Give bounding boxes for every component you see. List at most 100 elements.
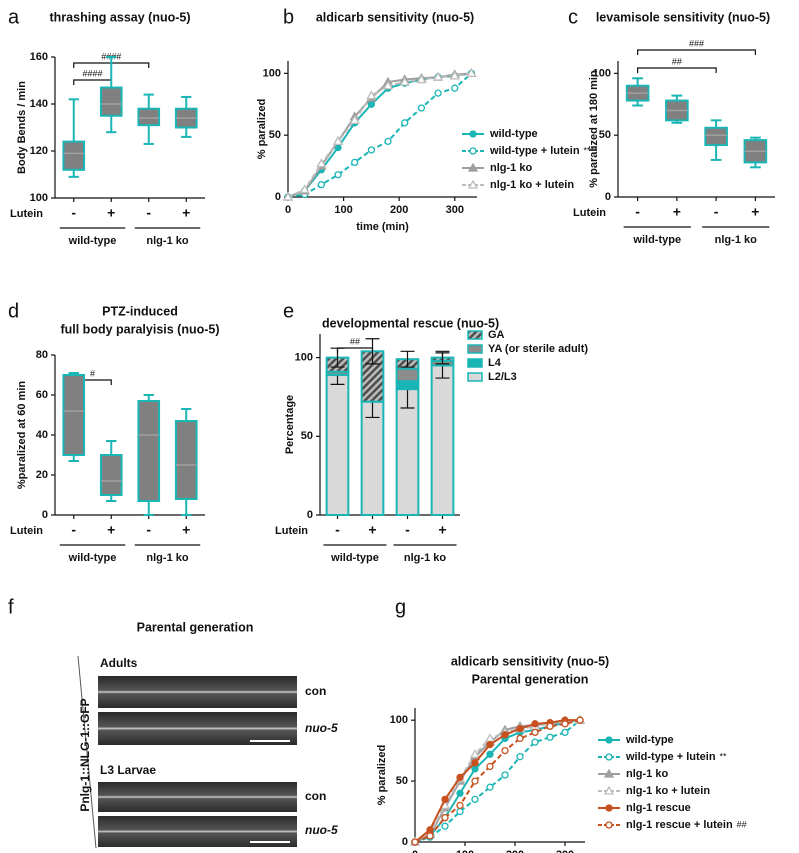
legend-label: wild-type + lutein (625, 751, 716, 763)
row-label: nuo-5 (305, 823, 338, 837)
group-label: nlg-1 ko (404, 552, 446, 564)
legend-swatch (467, 358, 483, 368)
marker (469, 147, 477, 155)
y-tick-label: 40 (36, 429, 48, 441)
box (704, 126, 728, 147)
x-axis-label: time (min) (356, 221, 409, 233)
x-tick-label: 300 (446, 204, 464, 216)
y-tick-label: 50 (396, 775, 408, 787)
marker (366, 90, 377, 100)
error-bar (365, 338, 380, 365)
chart-title: Parental generation (472, 672, 589, 686)
legend-note: ** (720, 751, 728, 761)
panel-letter: b (283, 6, 294, 28)
box (137, 400, 161, 502)
y-axis-label: %paralized at 60 min (16, 381, 28, 489)
marker (486, 783, 494, 791)
marker (282, 191, 294, 201)
y-tick-label: 0 (275, 191, 281, 203)
legend-label: nlg-1 ko + lutein (626, 785, 710, 797)
significance-label: # (90, 368, 95, 378)
marker (561, 720, 569, 728)
chart: d PTZ-induced full body paralyisis (nuo-5)… (8, 300, 220, 564)
marker (332, 136, 344, 146)
chart-title: aldicarb sensitivity (nuo-5) (316, 10, 474, 24)
marker (471, 795, 479, 804)
marker (456, 801, 464, 810)
x-tick-label: - (146, 205, 151, 221)
marker (501, 731, 509, 739)
category-axis-label: Lutein (10, 208, 43, 220)
y-tick-label: 0 (402, 836, 408, 848)
y-tick-label: 0 (307, 509, 313, 521)
micrograph (98, 712, 297, 745)
marker (471, 765, 479, 773)
group-label: nlg-1 ko (146, 235, 188, 247)
y-axis-label: Percentage (284, 395, 296, 454)
x-tick-label: - (71, 522, 76, 538)
micrograph (98, 676, 297, 708)
y-axis-label: % paralized (376, 745, 388, 806)
marker (603, 768, 615, 778)
marker (501, 771, 509, 779)
legend-label: wild-type (625, 734, 674, 746)
y-tick-label: 100 (390, 714, 408, 726)
marker (432, 71, 444, 81)
significance-bracket (637, 49, 756, 55)
marker (486, 750, 494, 758)
x-tick-label: + (182, 522, 190, 538)
y-tick-label: 120 (30, 145, 48, 157)
y-tick-label: 160 (30, 51, 48, 63)
y-tick-label: 50 (269, 129, 281, 141)
x-tick-label: - (71, 205, 76, 221)
chart-title: full body paralyisis (nuo-5) (60, 322, 219, 336)
marker (441, 822, 449, 830)
micrograph (98, 782, 297, 812)
panel-letter: d (8, 300, 19, 322)
marker (382, 80, 394, 90)
y-tick-label: 0 (42, 509, 48, 521)
legend-label: nlg-1 rescue + lutein (626, 819, 733, 831)
marker (349, 115, 360, 124)
marker (384, 137, 392, 146)
y-tick-label: 100 (263, 67, 281, 79)
group-label: wild-type (68, 235, 117, 247)
legend-label: nlg-1 ko + lutein (490, 179, 574, 191)
marker (516, 753, 524, 761)
category-axis-label: Lutein (275, 525, 308, 537)
legend-swatch (467, 372, 483, 382)
x-tick-label: - (405, 522, 410, 538)
row-label: nuo-5 (305, 721, 338, 735)
marker (441, 813, 449, 822)
error-bar (400, 350, 415, 368)
y-tick-label: 80 (36, 349, 48, 361)
row-label: con (305, 789, 326, 803)
x-tick-label: 200 (390, 204, 408, 216)
section-title: L3 Larvae (100, 763, 156, 777)
construct-label: Pnlg-1::NLG-1::GFP (78, 698, 92, 811)
marker (456, 773, 464, 782)
group-label: nlg-1 ko (146, 552, 188, 564)
box (62, 140, 86, 171)
marker (546, 733, 554, 741)
box (99, 86, 123, 117)
marker (516, 734, 524, 743)
x-tick-label: + (438, 522, 446, 538)
chart-title: aldicarb sensitivity (nuo-5) (451, 654, 609, 668)
marker (605, 753, 613, 761)
marker (401, 119, 409, 127)
marker (486, 740, 494, 749)
group-label: nlg-1 ko (715, 234, 757, 246)
marker (351, 158, 359, 167)
x-tick-label: 100 (456, 849, 474, 853)
marker (467, 162, 479, 172)
bar-segment (395, 367, 420, 383)
chart: b aldicarb sensitivity (nuo-5) % paralized… (256, 6, 598, 233)
marker (471, 777, 479, 785)
marker (469, 748, 481, 758)
group-label: wild-type (68, 552, 117, 564)
x-tick-label: 0 (412, 849, 418, 853)
y-tick-label: 50 (301, 430, 313, 442)
significance-label: ### (689, 38, 704, 48)
